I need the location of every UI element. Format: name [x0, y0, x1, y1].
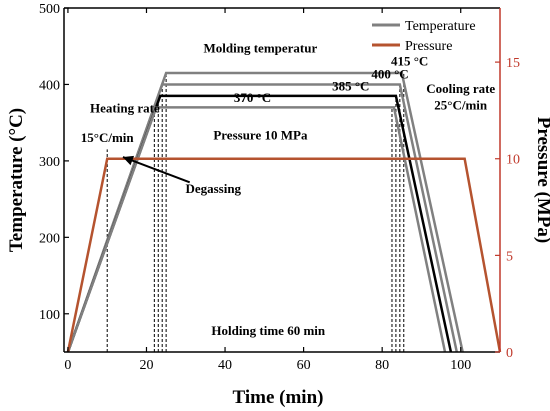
y-right-tick-label: 5	[506, 249, 513, 264]
annotation-heating-rate: Heating rate	[90, 101, 160, 116]
degassing-arrow-shaft	[122, 156, 191, 184]
annotation-370-c: 370 °C	[234, 90, 271, 105]
tick-layer: 0 20 40 60 80 100 100 200 300 400 500 0 5 10 15	[39, 2, 520, 373]
annotation-pressure-10-mpa: Pressure 10 MPa	[213, 127, 308, 142]
degassing-arrow-head	[122, 155, 135, 166]
y-right-tick-label: 15	[506, 56, 520, 71]
annotation-25-c-min: 25°C/min	[434, 98, 488, 113]
series-layer	[66, 71, 502, 353]
annotation-15-c-min: 15°C/min	[81, 130, 135, 145]
x-tick-label: 20	[139, 358, 153, 373]
x-axis-label: Time (min)	[233, 387, 324, 408]
annotation-385-c: 385 °C	[332, 79, 369, 94]
x-tick-label: 80	[375, 358, 389, 373]
series-line-370-c	[66, 106, 447, 353]
annotation-415-c: 415 °C	[391, 53, 428, 68]
x-tick-label: 100	[450, 358, 471, 373]
annotation-degassing: Degassing	[185, 181, 241, 196]
legend-label-pressure: Pressure	[405, 39, 452, 54]
annotation-400-c: 400 °C	[371, 66, 408, 81]
y-axis-left-label: Temperature (°C)	[6, 108, 27, 252]
annotation-holding-time-60-min: Holding time 60 min	[211, 323, 326, 338]
annotation-molding-temperatur: Molding temperatur	[204, 40, 318, 55]
y-left-tick-label: 200	[39, 231, 60, 246]
series-line-pressure	[66, 157, 502, 353]
y-left-tick-label: 100	[39, 308, 60, 323]
y-right-tick-label: 0	[506, 346, 513, 361]
y-right-tick-label: 10	[506, 153, 520, 168]
x-tick-label: 60	[297, 358, 311, 373]
annotation-cooling-rate: Cooling rate	[426, 81, 495, 96]
y-axis-right-label: Pressure (MPa)	[533, 117, 550, 243]
x-tick-label: 40	[218, 358, 232, 373]
y-left-tick-label: 500	[39, 2, 60, 17]
axes-layer	[63, 7, 501, 353]
y-left-tick-label: 300	[39, 155, 60, 170]
legend: Temperature Pressure	[372, 19, 476, 54]
y-left-tick-label: 400	[39, 78, 60, 93]
x-tick-label: 0	[64, 358, 71, 373]
legend-label-temperature: Temperature	[405, 19, 476, 34]
